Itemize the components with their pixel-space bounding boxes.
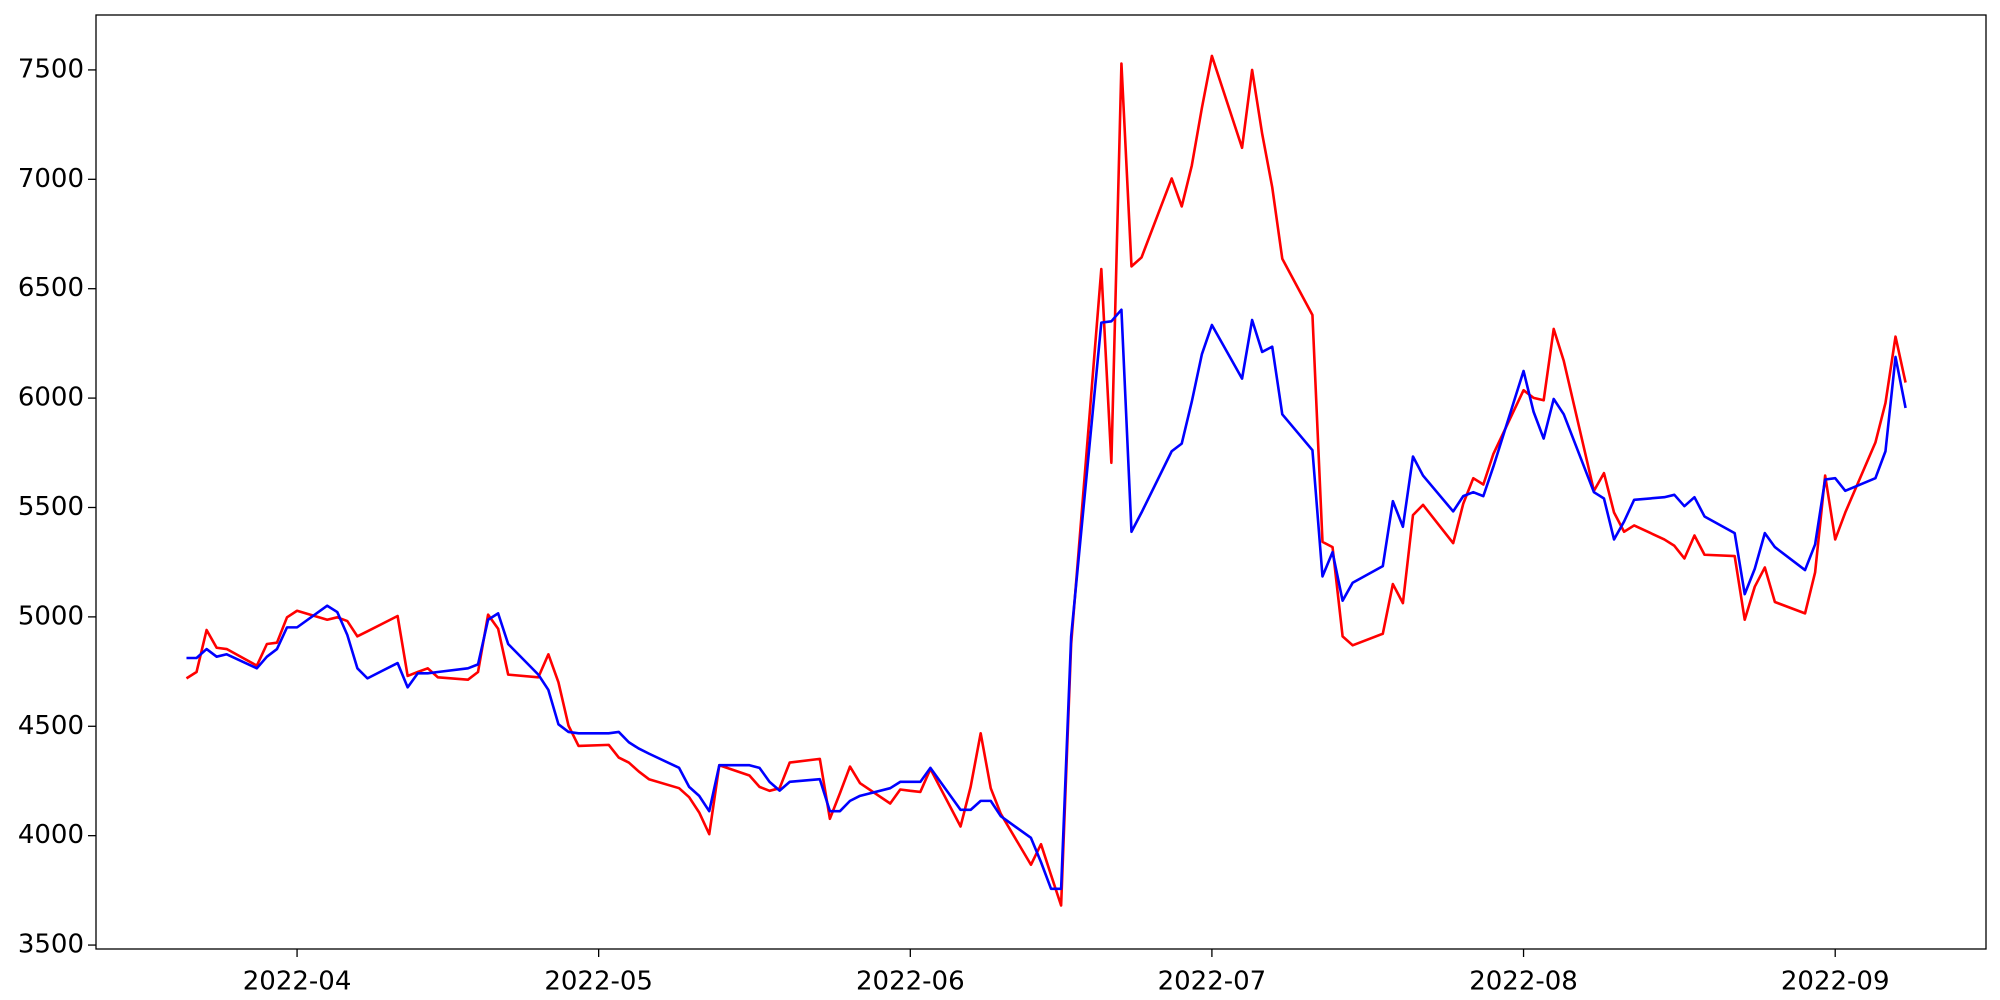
x-tick-label: 2022-05 [544, 966, 653, 996]
y-tick-label: 7500 [18, 54, 84, 84]
plot-frame [95, 14, 1987, 950]
x-tick-label: 2022-06 [856, 966, 965, 996]
x-tick-label: 2022-07 [1158, 966, 1267, 996]
series-line [186, 308, 1907, 891]
y-tick-label: 4000 [18, 820, 84, 850]
y-tick-label: 4500 [18, 711, 84, 741]
y-tick-label: 3500 [18, 930, 84, 960]
x-tick-label: 2022-08 [1469, 966, 1578, 996]
x-tick-label: 2022-09 [1781, 966, 1890, 996]
y-tick-label: 5500 [18, 492, 84, 522]
series-line [185, 54, 1907, 907]
y-tick-label: 6000 [18, 383, 84, 413]
x-tick-label: 2022-04 [243, 966, 352, 996]
y-tick-label: 7000 [18, 164, 84, 194]
y-tick-label: 6500 [18, 273, 84, 303]
y-tick-label: 5000 [18, 601, 84, 631]
